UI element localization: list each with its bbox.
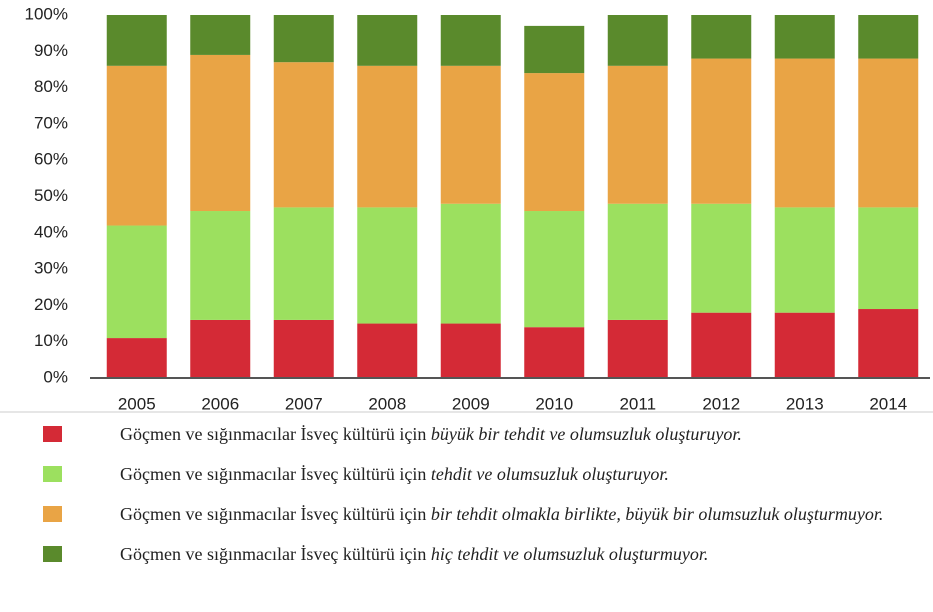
bar-segment	[440, 15, 501, 66]
x-tick-label: 2005	[118, 394, 156, 413]
bar-segment	[357, 65, 418, 208]
legend-swatch	[43, 466, 62, 482]
bar-segment	[858, 58, 919, 208]
bar-segment	[106, 225, 167, 339]
bar-segment	[524, 211, 585, 328]
bar-segment	[357, 207, 418, 324]
chart: 0% 10% 20% 30% 40% 50% 60% 70% 80% 90% 100% 2005 200…	[0, 4, 933, 413]
bar-segment	[357, 323, 418, 378]
legend-emphasis: bir tehdit olmakla birlikte, büyük bir o…	[430, 504, 884, 524]
bar-segment	[190, 54, 251, 212]
bar-segment	[273, 319, 334, 378]
y-tick-label: 70%	[34, 113, 68, 132]
x-tick-label: 2008	[368, 394, 406, 413]
bar-segment	[524, 73, 585, 212]
bar-segment	[858, 207, 919, 310]
bar-segment	[691, 312, 752, 378]
y-tick-label: 40%	[34, 222, 68, 241]
bar-segment	[273, 207, 334, 320]
x-tick-label: 2011	[619, 394, 656, 413]
bar-segment	[607, 65, 668, 204]
y-tick-label: 60%	[34, 150, 68, 169]
bar-segment	[357, 15, 418, 66]
bar-segment	[774, 207, 835, 313]
bar-segment	[106, 338, 167, 378]
y-tick-label: 80%	[34, 77, 68, 96]
x-tick-label: 2014	[869, 394, 907, 413]
x-tick-label: 2009	[452, 394, 490, 413]
bar-segment	[858, 15, 919, 59]
y-tick-label: 50%	[34, 186, 68, 205]
bar-segment	[106, 15, 167, 66]
y-tick-label: 100%	[25, 4, 68, 23]
bar-segment	[190, 15, 251, 55]
bar-segment	[774, 312, 835, 378]
legend-emphasis: büyük bir tehdit ve olumsuzluk oluşturuy…	[430, 424, 742, 444]
legend-text: Göçmen ve sığınmacılar İsveç kültürü içi…	[120, 424, 427, 444]
bar-segment	[691, 203, 752, 313]
legend-swatch	[43, 506, 62, 522]
legend-text: Göçmen ve sığınmacılar İsveç kültürü içi…	[120, 504, 427, 524]
bar-segment	[190, 319, 251, 378]
bar-segment	[440, 65, 501, 204]
bar-segment	[858, 309, 919, 378]
y-tick-label: 10%	[34, 331, 68, 350]
bar-segment	[190, 211, 251, 320]
x-tick-label: 2013	[786, 394, 824, 413]
legend: Göçmen ve sığınmacılar İsveç kültürü içi…	[0, 420, 933, 580]
bar-segment	[607, 203, 668, 320]
bar-segment	[774, 15, 835, 59]
legend-text: Göçmen ve sığınmacılar İsveç kültürü içi…	[120, 464, 427, 484]
bar-segment	[607, 319, 668, 378]
x-tick-label: 2012	[702, 394, 740, 413]
legend-entry: Göçmen ve sığınmacılar İsveç kültürü içi…	[0, 460, 925, 488]
bar-segment	[440, 323, 501, 378]
legend-swatch	[43, 546, 62, 562]
y-tick-label: 90%	[34, 41, 68, 60]
bar-segment	[273, 62, 334, 208]
legend-swatch	[43, 426, 62, 442]
bar-segment	[524, 25, 585, 74]
legend-entry: Göçmen ve sığınmacılar İsveç kültürü içi…	[0, 540, 925, 568]
x-tick-label: 2007	[285, 394, 323, 413]
bar-segment	[273, 15, 334, 63]
y-tick-label: 0%	[43, 367, 68, 386]
bar-segment	[607, 15, 668, 66]
legend-text: Göçmen ve sığınmacılar İsveç kültürü içi…	[120, 544, 427, 564]
x-tick-label: 2010	[535, 394, 573, 413]
y-tick-label: 20%	[34, 295, 68, 314]
legend-entry: Göçmen ve sığınmacılar İsveç kültürü içi…	[0, 500, 925, 528]
bar-segment	[524, 327, 585, 378]
bar-segment	[440, 203, 501, 324]
bar-segment	[106, 65, 167, 226]
bar-segment	[691, 58, 752, 204]
legend-emphasis: tehdit ve olumsuzluk oluşturuyor.	[430, 464, 669, 484]
x-tick-label: 2006	[201, 394, 239, 413]
y-tick-label: 30%	[34, 259, 68, 278]
legend-entry: Göçmen ve sığınmacılar İsveç kültürü içi…	[0, 420, 925, 448]
bar-segment	[774, 58, 835, 208]
legend-emphasis: hiç tehdit ve olumsuzluk oluşturmuyor.	[430, 544, 709, 564]
bar-segment	[691, 15, 752, 59]
